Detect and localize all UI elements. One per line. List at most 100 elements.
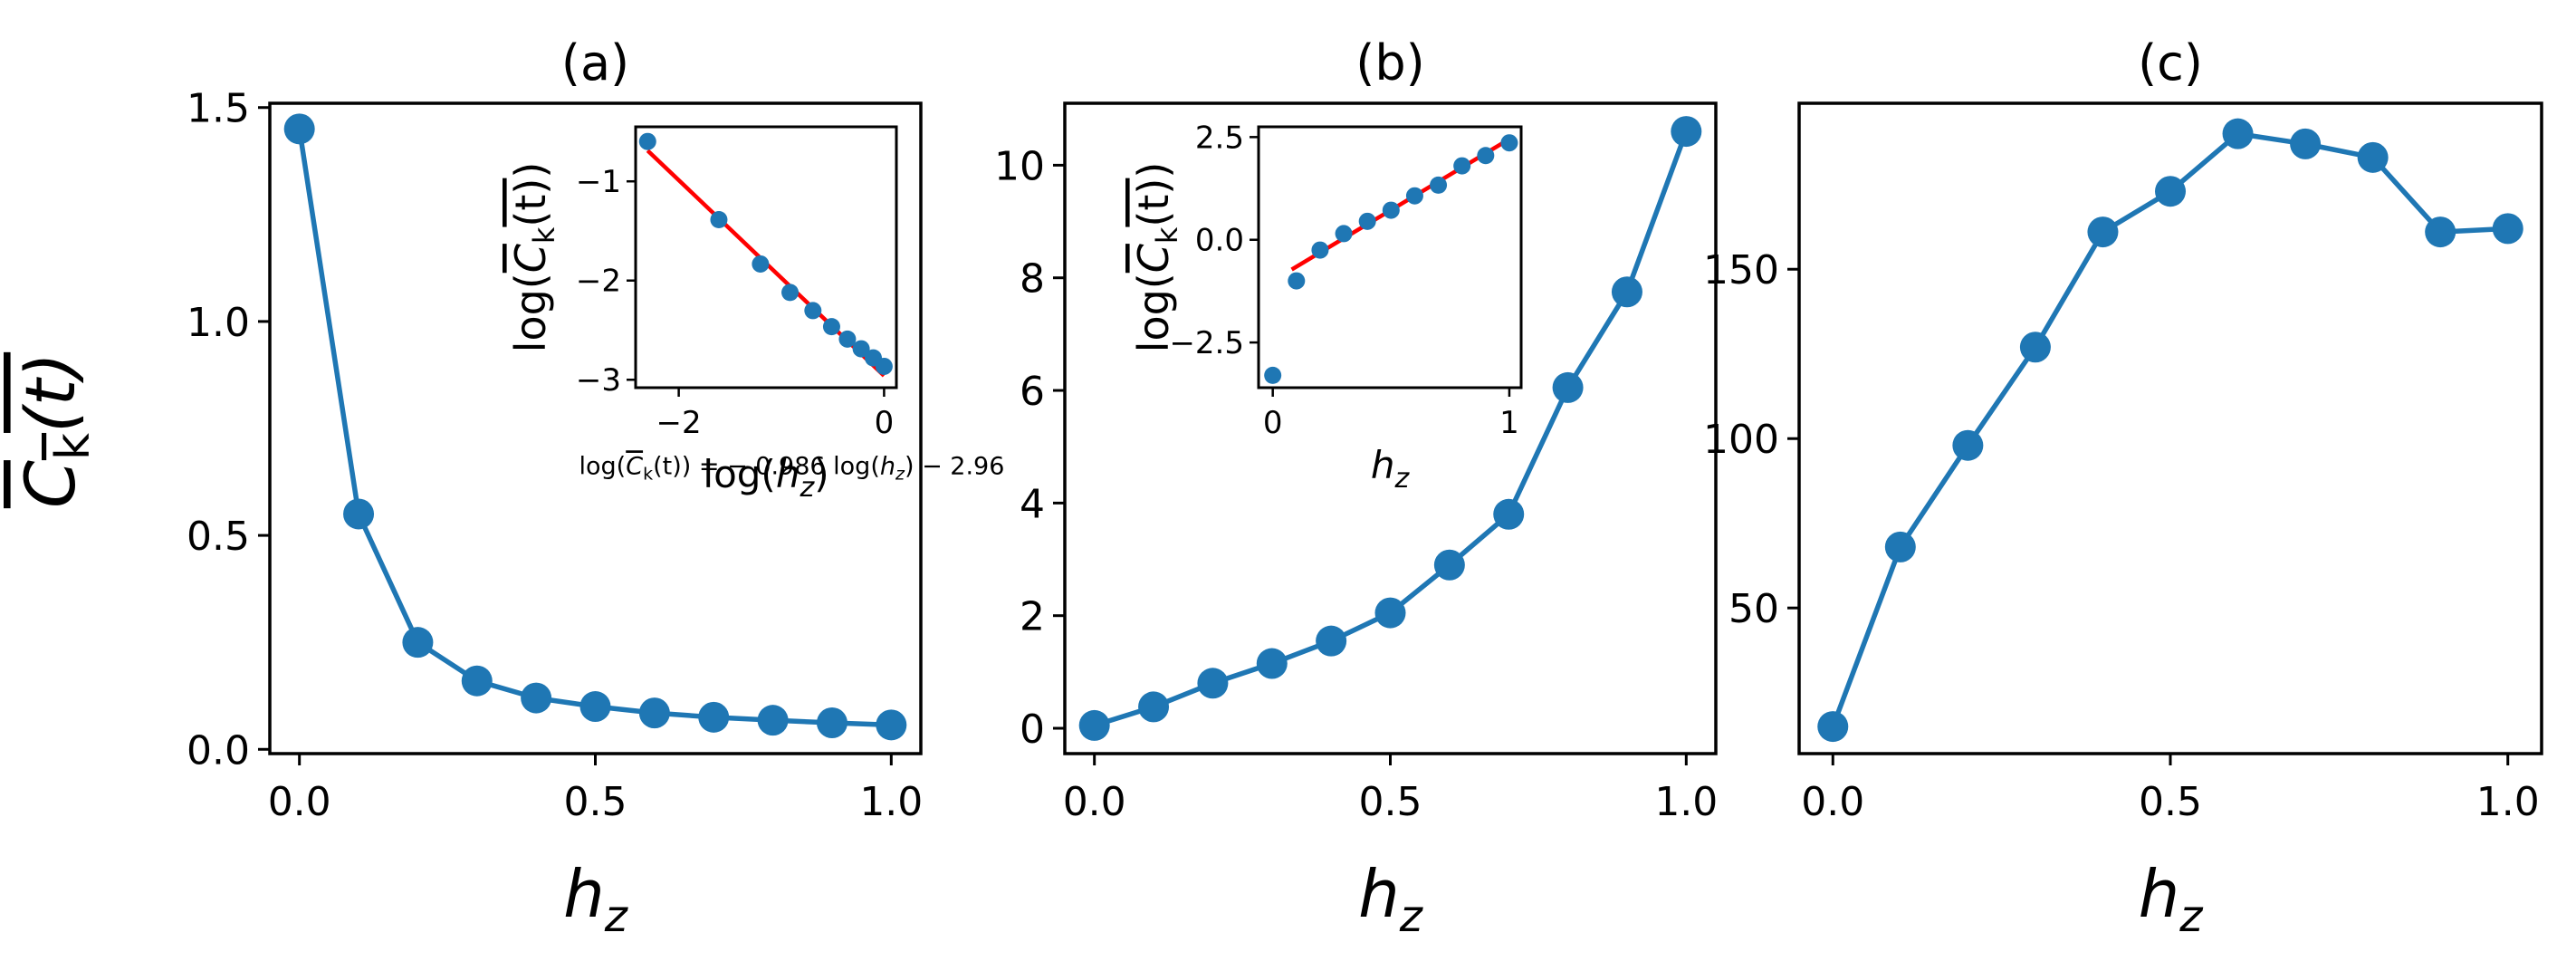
inset-y-label-part: C <box>506 244 555 273</box>
inset-y-label-part: log( <box>506 273 555 352</box>
inset-x-label: log(hz) <box>703 452 828 504</box>
inset-frame <box>1257 125 1523 389</box>
inset-point <box>1453 157 1471 175</box>
data-point-a <box>698 701 730 733</box>
inset-point <box>1500 134 1518 152</box>
data-point-c <box>2290 128 2322 159</box>
data-point-b <box>1433 549 1465 581</box>
inset-x-label-part: ) <box>814 452 828 496</box>
y-tick-label: 10 <box>994 143 1045 189</box>
inset-point <box>804 302 822 320</box>
inset-y-tick-label: −2 <box>576 264 621 300</box>
data-point-a <box>757 705 789 736</box>
x-tick-label: 1.0 <box>2476 779 2540 825</box>
axes-frame-a <box>268 101 923 755</box>
panel-title-c: (c) <box>2138 34 2203 91</box>
inset-point <box>1311 241 1329 259</box>
x-tick-label: 0.0 <box>1063 779 1126 825</box>
x-label-base: h <box>563 856 605 932</box>
eq-part: C <box>626 452 643 480</box>
inset-b: 0 1 2.5 0.0 −2.5 hz log(Ck(t)) <box>1129 120 1523 495</box>
data-point-b <box>1552 371 1584 403</box>
data-point-c <box>1884 531 1916 562</box>
eq-part: ) = − 0.986 log( <box>682 452 880 480</box>
data-point-a <box>638 697 670 729</box>
data-point-a <box>343 498 375 530</box>
inset-x-label: hz <box>1371 443 1411 495</box>
inset-y-label-part: ) <box>1129 162 1178 178</box>
x-tick-label: 1.0 <box>859 779 923 825</box>
inset-point <box>1405 187 1423 205</box>
eq-part: ) − 2.96 <box>905 452 1004 480</box>
data-point-b <box>1493 498 1525 530</box>
x-label-base: h <box>2139 856 2180 932</box>
y-label-base: C <box>10 460 91 508</box>
y-tick-label: 150 <box>1703 247 1779 293</box>
panel-c: (c) 0.0 0.5 1.0 50 100 150 hz <box>1703 34 2543 942</box>
inset-point <box>1264 366 1282 384</box>
inset-x-label-part: h <box>1371 443 1395 487</box>
data-point-a <box>521 682 552 714</box>
panel-title-a: (a) <box>561 34 629 91</box>
x-tick-label: 0.5 <box>1359 779 1422 825</box>
panel-title-b: (b) <box>1355 34 1424 91</box>
inset-y-tick-label: 0.0 <box>1195 223 1244 259</box>
inset-y-label-part: ) <box>506 162 555 178</box>
inset-point <box>638 132 656 150</box>
inset-y-label-part: k <box>527 226 561 244</box>
data-point-a <box>876 709 907 741</box>
inset-point <box>1382 201 1400 219</box>
x-tick-label: 0.5 <box>2139 779 2202 825</box>
eq-part: h <box>880 452 895 480</box>
x-label-sub: z <box>604 891 629 942</box>
data-point-c <box>2425 216 2456 248</box>
data-point-c <box>2357 141 2389 173</box>
data-point-a <box>579 691 611 723</box>
inset-y-label: log(Ck(t)) <box>1129 162 1184 353</box>
inset-x-tick-label: 0 <box>875 405 895 441</box>
x-tick-label: 0.5 <box>564 779 627 825</box>
data-point-a <box>283 113 315 145</box>
data-point-a <box>461 665 493 697</box>
data-point-b <box>1316 625 1347 657</box>
y-tick-label: 6 <box>1020 369 1045 415</box>
x-tick-label: 1.0 <box>1654 779 1718 825</box>
inset-y-label-part: k <box>1150 226 1184 244</box>
inset-x-tick-label: −2 <box>656 405 702 441</box>
y-tick-label: 8 <box>1020 256 1045 303</box>
inset-x-label-part: z <box>1393 463 1410 495</box>
data-point-b <box>1374 597 1406 629</box>
eq-part: (t) <box>653 452 682 480</box>
inset-point <box>822 318 840 336</box>
x-tick-label: 0.0 <box>268 779 331 825</box>
series-line-c <box>1830 130 2508 728</box>
y-label-sub: k <box>46 433 101 460</box>
y-tick-label: 100 <box>1703 417 1779 463</box>
inset-x-tick-label: 1 <box>1499 405 1519 441</box>
data-point-b <box>1138 691 1170 723</box>
data-point-c <box>2019 332 2051 363</box>
y-axis-label: Ck(t) <box>10 352 101 508</box>
eq-part: z <box>895 464 905 484</box>
data-point-c <box>2492 213 2523 245</box>
inset-x-tick-label: 0 <box>1263 405 1283 441</box>
inset-point <box>752 255 770 273</box>
y-tick-label: 0.5 <box>187 514 250 560</box>
data-point-c <box>2222 118 2254 149</box>
x-axis-label: hz <box>563 856 629 942</box>
inset-point <box>1477 147 1495 165</box>
inset-x-label-part: log( <box>703 452 775 496</box>
inset-point <box>1335 225 1353 243</box>
inset-y-label-part: (t) <box>1129 178 1178 227</box>
y-tick-label: 4 <box>1020 481 1045 527</box>
inset-y-label-part: log( <box>1129 273 1178 352</box>
eq-part: log( <box>579 452 627 480</box>
fit-equation: log(Ck(t)) = − 0.986 log(hz) − 2.96 <box>579 452 1005 484</box>
inset-point <box>852 340 870 358</box>
inset-y-label-part: (t) <box>506 178 555 227</box>
y-tick-label: 1.0 <box>187 300 250 346</box>
x-tick-label: 0.0 <box>1801 779 1864 825</box>
